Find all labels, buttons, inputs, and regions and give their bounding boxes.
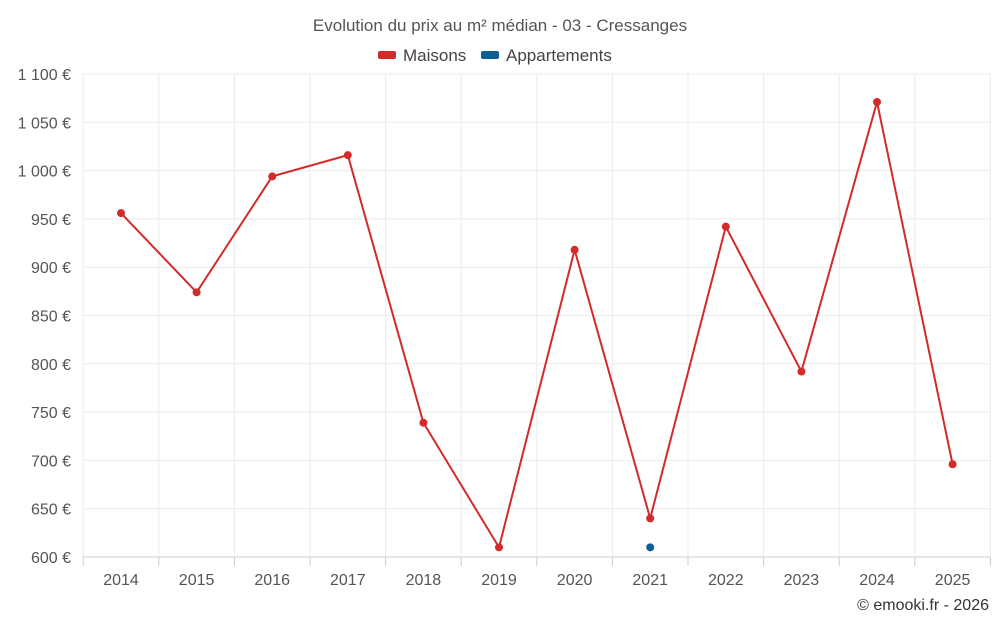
- legend-item-maisons[interactable]: Maisons: [378, 46, 466, 65]
- data-point-maisons[interactable]: [570, 245, 579, 254]
- x-tick-label: 2019: [481, 572, 517, 589]
- data-point-maisons[interactable]: [873, 98, 881, 107]
- x-tick-label: 2015: [179, 572, 215, 589]
- legend-label-appartements: Appartements: [506, 46, 612, 65]
- credit-text: © emooki.fr - 2026: [857, 597, 989, 614]
- data-point-appartements[interactable]: [646, 543, 655, 552]
- y-tick-label: 700 €: [31, 453, 71, 470]
- data-point-maisons[interactable]: [192, 288, 201, 297]
- x-tick-label: 2022: [708, 572, 744, 589]
- y-tick-label: 1 100 €: [18, 67, 71, 84]
- data-point-maisons[interactable]: [117, 209, 125, 218]
- x-tick-label: 2016: [254, 572, 290, 589]
- x-axis-ticks: 2014 2015 2016 2017 2018 2019 2020 2021 2022 2023…: [103, 572, 970, 589]
- legend-label-maisons: Maisons: [403, 46, 466, 65]
- y-tick-label: 750 €: [31, 405, 71, 422]
- x-tick-label: 2023: [784, 572, 820, 589]
- x-tick-label: 2025: [935, 572, 971, 589]
- data-point-maisons[interactable]: [419, 418, 428, 427]
- grid: [82, 73, 991, 566]
- data-point-maisons[interactable]: [646, 514, 655, 523]
- data-point-maisons[interactable]: [721, 222, 730, 231]
- legend-item-appartements[interactable]: Appartements: [481, 46, 612, 65]
- data-point-maisons[interactable]: [797, 367, 806, 376]
- y-tick-label: 950 €: [31, 212, 71, 229]
- y-tick-label: 600 €: [31, 550, 71, 567]
- chart-title: Evolution du prix au m² médian - 03 - Cr…: [313, 16, 687, 35]
- y-tick-label: 850 €: [31, 309, 71, 326]
- y-tick-label: 650 €: [31, 502, 71, 519]
- legend: Maisons Appartements: [378, 46, 612, 65]
- x-tick-label: 2018: [406, 572, 442, 589]
- x-tick-label: 2014: [103, 572, 139, 589]
- x-tick-label: 2021: [632, 572, 668, 589]
- y-tick-label: 1 050 €: [18, 115, 71, 132]
- y-tick-label: 1 000 €: [18, 164, 71, 181]
- data-point-maisons[interactable]: [268, 172, 277, 181]
- x-tick-label: 2017: [330, 572, 366, 589]
- data-point-maisons[interactable]: [343, 151, 352, 160]
- x-tick-label: 2024: [859, 572, 895, 589]
- y-tick-label: 900 €: [31, 260, 71, 277]
- y-tick-label: 800 €: [31, 357, 71, 374]
- data-point-maisons[interactable]: [948, 460, 957, 469]
- data-point-maisons[interactable]: [495, 543, 503, 552]
- x-tick-label: 2020: [557, 572, 593, 589]
- legend-swatch-appartements: [481, 51, 499, 59]
- series: [117, 98, 957, 552]
- legend-swatch-maisons: [378, 51, 396, 59]
- series-line-maisons: [120, 101, 954, 550]
- y-axis-ticks: 600 € 650 € 700 € 750 € 800 € 850 € 900 € 950 €…: [18, 67, 71, 567]
